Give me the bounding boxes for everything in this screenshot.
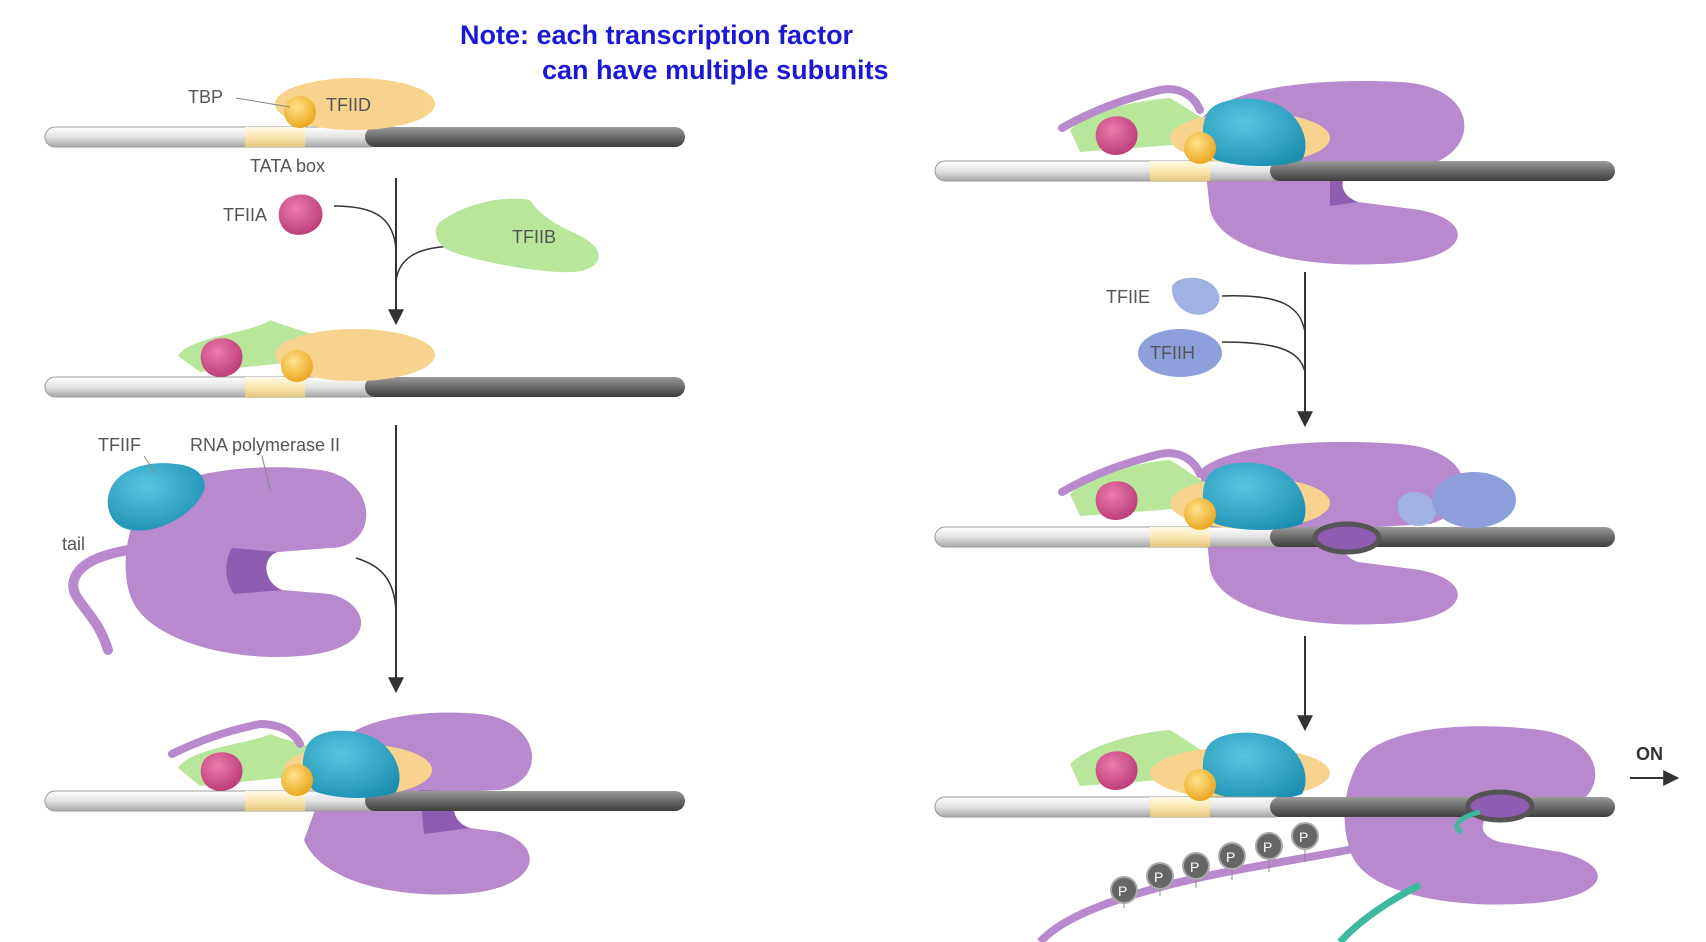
step4-complex [934, 81, 1616, 265]
phosphate-group: P [1291, 822, 1319, 862]
phosphate-group: P [1218, 842, 1246, 880]
step5-open-complex [934, 441, 1616, 625]
tfiie-label: TFIIE [1106, 287, 1150, 307]
phosphate-group: P [1255, 832, 1283, 872]
tfiif-protein [107, 463, 205, 531]
on-label: ON [1636, 744, 1663, 764]
dna-strand-5 [934, 526, 1616, 548]
step1-tfiid-binding: TBP TFIID TATA box [44, 78, 686, 176]
svg-text:P: P [1190, 859, 1199, 875]
tfiia-label: TFIIA [223, 205, 267, 225]
phosphate-group: P [1110, 876, 1138, 908]
note-text: Note: each transcription factor can have… [460, 18, 889, 88]
tail-label: tail [62, 534, 85, 554]
tbp-protein [284, 96, 316, 128]
note-line-2: can have multiple subunits [542, 55, 889, 85]
svg-text:P: P [1226, 849, 1235, 865]
tbp-label: TBP [188, 87, 223, 107]
tata-box-label: TATA box [250, 156, 325, 176]
step6-elongation: P P P P P P ON [934, 726, 1680, 942]
tfiih-protein [1138, 329, 1222, 377]
phosphate-group: P [1146, 862, 1174, 896]
dna-strand-1 [44, 126, 686, 148]
rna-transcript [1337, 881, 1422, 942]
tfiib-label: TFIIB [512, 227, 556, 247]
tfiib-protein [435, 198, 599, 273]
tfiid-label: TFIID [326, 95, 371, 115]
svg-text:P: P [1154, 869, 1163, 885]
tfiih-label: TFIIH [1150, 343, 1195, 363]
rna-pol-label: RNA polymerase II [190, 435, 340, 455]
note-line-1: Note: each transcription factor [460, 20, 854, 50]
step2-tfiia-tfiib-bound [44, 320, 686, 398]
pol-ii-tail [68, 543, 147, 655]
svg-text:P: P [1118, 883, 1127, 899]
svg-text:P: P [1299, 829, 1308, 845]
tfiif-label: TFIIF [98, 435, 141, 455]
phosphate-group: P [1182, 852, 1210, 888]
step4-arrow: TFIIE TFIIH [1106, 272, 1313, 428]
step2-arrow: TFIIF RNA polymerase II tail [62, 425, 404, 694]
step1-arrow: TFIIA TFIIB [223, 178, 599, 326]
step3-preinitiation-complex [44, 712, 686, 895]
svg-text:P: P [1263, 839, 1272, 855]
tfiia-protein [278, 194, 323, 235]
tfiie-protein [1171, 277, 1220, 315]
